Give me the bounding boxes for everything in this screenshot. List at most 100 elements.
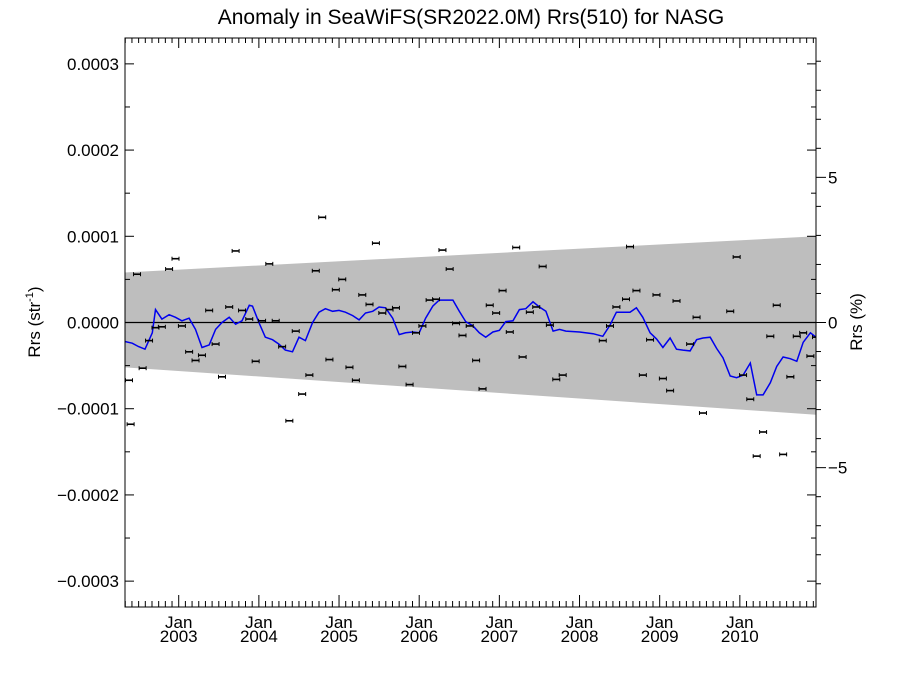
- y2-tick-label: −5: [828, 459, 847, 478]
- data-point: [358, 292, 367, 297]
- data-point: [806, 354, 815, 359]
- x-tick-month-label: Jan: [165, 613, 192, 632]
- y-axis-title-main: Rrs (str: [25, 302, 44, 358]
- y-tick-label: −0.0002: [57, 486, 119, 505]
- data-point: [311, 268, 320, 273]
- y-tick-label: 0.0001: [67, 227, 119, 246]
- x-tick-year-label: 2007: [480, 627, 518, 646]
- data-point: [465, 323, 474, 328]
- data-point: [225, 304, 234, 309]
- data-point: [759, 429, 768, 434]
- data-point: [686, 342, 695, 347]
- data-point: [472, 358, 481, 363]
- data-point: [185, 349, 194, 354]
- x-tick-year-label: 2009: [641, 627, 679, 646]
- data-point: [432, 297, 441, 302]
- data-point: [351, 378, 360, 383]
- data-point: [371, 241, 380, 246]
- data-point: [632, 288, 641, 293]
- data-point: [338, 277, 347, 282]
- data-point: [772, 303, 781, 308]
- data-point: [739, 373, 748, 378]
- data-point: [622, 297, 631, 302]
- data-point: [197, 353, 206, 358]
- data-point: [558, 373, 567, 378]
- data-point: [325, 357, 334, 362]
- y-tick-label: −0.0001: [57, 400, 119, 419]
- data-point: [133, 272, 142, 277]
- data-point: [792, 334, 801, 339]
- x-tick-year-label: 2008: [561, 627, 599, 646]
- data-point: [672, 298, 681, 303]
- data-point: [652, 292, 661, 297]
- data-point: [291, 329, 300, 334]
- y2-axis-ticks: 5 0 −5: [816, 60, 847, 585]
- data-point: [331, 287, 340, 292]
- data-point: [138, 366, 147, 371]
- data-point: [726, 309, 735, 314]
- x-tick-month-label: Jan: [726, 613, 753, 632]
- x-tick-year-label: 2004: [240, 627, 278, 646]
- data-point: [452, 321, 461, 326]
- y-axis-title-sup: -1: [24, 292, 36, 302]
- plot-area: [125, 215, 816, 459]
- data-point: [445, 267, 454, 272]
- data-point: [786, 374, 795, 379]
- data-point: [238, 308, 247, 313]
- x-tick-month-label: Jan: [646, 613, 673, 632]
- data-point: [411, 330, 420, 335]
- data-point: [779, 452, 788, 457]
- x-tick-month-label: Jan: [325, 613, 352, 632]
- data-point: [378, 311, 387, 316]
- data-point: [698, 411, 707, 416]
- data-point: [658, 376, 667, 381]
- y-axis-title: Rrs (str-1): [24, 286, 44, 357]
- x-tick-month-label: Jan: [405, 613, 432, 632]
- y-tick-label: 0.0000: [67, 314, 119, 333]
- data-point: [125, 378, 134, 383]
- data-point: [646, 337, 655, 342]
- data-point: [418, 323, 427, 328]
- data-point: [305, 373, 314, 378]
- data-point: [492, 311, 501, 316]
- x-tick-year-label: 2006: [400, 627, 438, 646]
- data-point: [732, 254, 741, 259]
- data-point: [258, 318, 267, 323]
- data-point: [498, 288, 507, 293]
- data-point: [165, 267, 174, 272]
- data-point: [626, 244, 635, 249]
- data-point: [766, 334, 775, 339]
- data-point: [505, 329, 514, 334]
- data-point: [285, 418, 294, 423]
- y2-tick-label: 5: [828, 168, 837, 187]
- data-point: [538, 264, 547, 269]
- data-point: [525, 310, 534, 315]
- x-tick-year-label: 2003: [160, 627, 198, 646]
- data-point: [251, 359, 260, 364]
- data-point: [532, 304, 541, 309]
- data-point: [365, 302, 374, 307]
- y-tick-label: 0.0002: [67, 141, 119, 160]
- data-point: [278, 344, 287, 349]
- data-point: [398, 364, 407, 369]
- data-point: [205, 308, 214, 313]
- data-point: [485, 303, 494, 308]
- data-point: [345, 365, 354, 370]
- data-point: [552, 377, 561, 382]
- y-axis-ticks: 0.0003 0.0002 0.0001 0.0000 −0.0001 −0.0002 −0…: [57, 55, 816, 591]
- y-axis-title-close: ): [25, 286, 44, 292]
- data-point: [438, 248, 447, 253]
- data-point: [318, 215, 327, 220]
- y2-tick-label: 0: [828, 314, 837, 333]
- data-point: [512, 245, 521, 250]
- data-point: [746, 397, 755, 402]
- data-point: [177, 323, 186, 328]
- data-points: [125, 215, 816, 459]
- y2-axis-title: Rrs (%): [847, 293, 866, 351]
- data-point: [598, 338, 607, 343]
- smoothed-series-line: [125, 299, 816, 396]
- data-point: [692, 315, 701, 320]
- data-point: [545, 323, 554, 328]
- data-point: [405, 382, 414, 387]
